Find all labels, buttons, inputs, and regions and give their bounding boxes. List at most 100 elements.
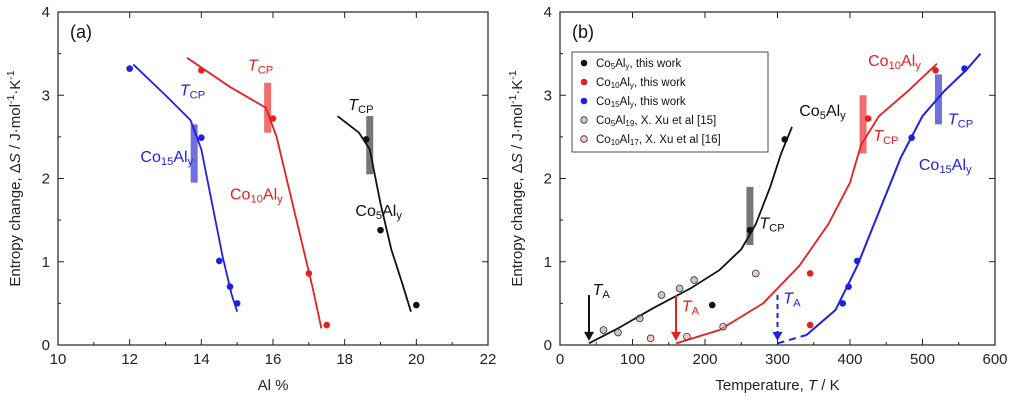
- subscript: y: [840, 110, 846, 122]
- y-tick-label: 1: [544, 254, 552, 271]
- subscript: y: [630, 81, 634, 90]
- text-part: Co: [596, 96, 611, 108]
- ta-arrow-head: [772, 331, 783, 341]
- y-tick-label: 0: [544, 337, 552, 354]
- y-tick-label: 2: [42, 171, 50, 188]
- data-point: [961, 65, 968, 72]
- subscript: T: [759, 215, 770, 232]
- subscript: CP: [358, 105, 374, 117]
- data-point: [806, 270, 814, 277]
- text-part: Al: [901, 53, 915, 70]
- data-point: [864, 115, 872, 122]
- subscript: y: [396, 210, 402, 222]
- subscript: 5: [611, 119, 616, 128]
- subscript: CP: [958, 119, 974, 131]
- x-tick-label: 10: [50, 351, 67, 368]
- data-point: [233, 300, 241, 307]
- subscript: 15: [611, 100, 620, 109]
- tcp-label: TCP: [759, 215, 784, 234]
- subscript: S: [509, 153, 526, 163]
- subscript: T: [248, 57, 259, 74]
- text-part: Co: [919, 157, 940, 174]
- fit-line: [675, 62, 938, 345]
- text-part: Al: [615, 115, 625, 127]
- data-point: [675, 284, 684, 293]
- subscript: A: [602, 289, 610, 301]
- subscript: S: [7, 153, 24, 163]
- subscript: T: [948, 111, 959, 128]
- tcp-label: TCP: [180, 82, 205, 101]
- ta-label: TA: [783, 290, 801, 309]
- tcp-bar: [264, 82, 272, 133]
- text-part: Al: [620, 134, 630, 146]
- y-tick-label: 3: [544, 87, 552, 104]
- subscript: -1: [5, 70, 17, 79]
- legend-entry-label: Co10Al17, X. Xu et al [16]: [596, 134, 721, 147]
- y-tick-label: 2: [544, 171, 552, 188]
- subscript: 19: [625, 119, 634, 128]
- x-tick-label: 500: [910, 351, 935, 368]
- panel-label: (a): [70, 22, 92, 42]
- legend-marker: [580, 116, 588, 124]
- subscript: 15: [939, 164, 951, 176]
- x-tick-label: 16: [265, 351, 282, 368]
- data-point: [599, 326, 608, 334]
- subscript: 10: [611, 138, 620, 147]
- series-label: Co10Aly: [230, 186, 283, 205]
- subscript: y: [188, 156, 194, 168]
- data-point: [614, 328, 622, 337]
- y-tick-label: 4: [544, 4, 552, 21]
- subscript: 5: [820, 110, 826, 122]
- x-tick-label: 0: [556, 351, 564, 368]
- data-point: [362, 136, 370, 143]
- data-point: [781, 136, 789, 143]
- subscript: 10: [611, 81, 620, 90]
- data-point: [635, 314, 644, 323]
- text-part: , X. Xu et al [15]: [634, 115, 716, 127]
- tcp-label: TCP: [948, 111, 973, 130]
- data-point: [377, 226, 384, 234]
- legend-marker: [580, 59, 588, 67]
- text-part: Al: [620, 77, 630, 89]
- subscript: 10: [250, 194, 262, 206]
- subscript: -1: [507, 95, 519, 104]
- data-point: [657, 291, 666, 299]
- data-point: [198, 66, 205, 74]
- subscript: 5: [611, 62, 616, 71]
- subscript: 17: [630, 138, 639, 147]
- text-part: Al: [615, 58, 625, 70]
- y-tick-label: 0: [42, 337, 50, 354]
- text-part: , this work: [634, 96, 686, 108]
- ta-label: TA: [593, 282, 611, 301]
- data-point: [746, 226, 754, 234]
- y-tick-label: 3: [42, 87, 50, 104]
- subscript: CP: [883, 135, 899, 147]
- legend-entry-label: Co5Al19, X. Xu et al [15]: [596, 115, 716, 128]
- tcp-bar: [934, 74, 942, 125]
- text-part: Entropy change, Δ: [7, 163, 24, 286]
- x-tick-label: 12: [121, 351, 138, 368]
- text-part: Entropy change, Δ: [509, 163, 526, 286]
- text-part: Co: [230, 186, 251, 203]
- subscript: CP: [190, 90, 206, 102]
- x-tick-label: 600: [982, 351, 1007, 368]
- text-part: , this work: [634, 77, 686, 89]
- data-point: [413, 301, 420, 309]
- panel-label: (b): [572, 22, 594, 42]
- text-part: Al: [952, 157, 966, 174]
- data-point: [323, 321, 331, 329]
- x-tick-label: 100: [620, 351, 645, 368]
- series-label: Co15Aly: [919, 157, 972, 176]
- subscript: 5: [376, 210, 382, 222]
- plot-frame: [57, 11, 489, 346]
- subscript: T: [808, 377, 819, 394]
- series-label: Co5Aly: [355, 203, 402, 222]
- subscript: A: [793, 298, 801, 310]
- subscript: y: [630, 100, 634, 109]
- tcp-bar: [190, 124, 198, 183]
- fit-line-dashed: [777, 334, 807, 345]
- x-tick-label: 18: [336, 351, 353, 368]
- data-point: [708, 301, 716, 309]
- subscript: -1: [5, 95, 17, 104]
- x-axis-label: Temperature, T / K: [715, 377, 839, 394]
